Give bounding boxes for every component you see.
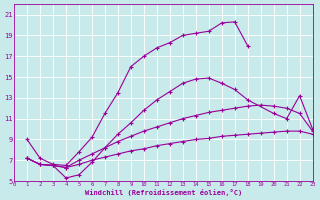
X-axis label: Windchill (Refroidissement éolien,°C): Windchill (Refroidissement éolien,°C) [85, 189, 242, 196]
